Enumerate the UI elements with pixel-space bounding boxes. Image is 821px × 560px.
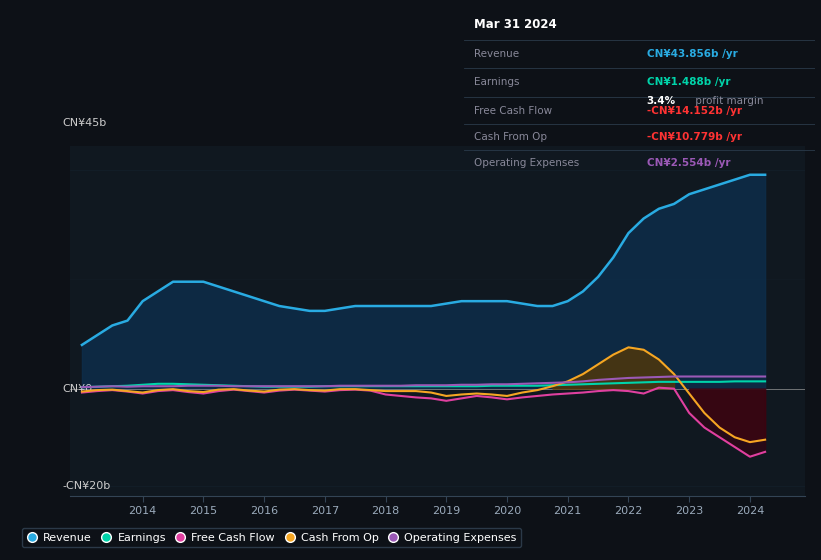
Text: CN¥0: CN¥0: [62, 384, 93, 394]
Text: -CN¥14.152b /yr: -CN¥14.152b /yr: [647, 106, 741, 116]
Legend: Revenue, Earnings, Free Cash Flow, Cash From Op, Operating Expenses: Revenue, Earnings, Free Cash Flow, Cash …: [22, 528, 521, 547]
Text: 3.4%: 3.4%: [647, 96, 676, 106]
Text: -CN¥20b: -CN¥20b: [62, 481, 111, 491]
Text: Operating Expenses: Operating Expenses: [475, 158, 580, 168]
Text: Cash From Op: Cash From Op: [475, 132, 548, 142]
Text: profit margin: profit margin: [692, 96, 764, 106]
Text: CN¥43.856b /yr: CN¥43.856b /yr: [647, 49, 737, 59]
Text: Earnings: Earnings: [475, 77, 520, 87]
Text: CN¥45b: CN¥45b: [62, 118, 107, 128]
Text: CN¥1.488b /yr: CN¥1.488b /yr: [647, 77, 730, 87]
Text: Revenue: Revenue: [475, 49, 520, 59]
Text: Mar 31 2024: Mar 31 2024: [475, 18, 557, 31]
Text: Free Cash Flow: Free Cash Flow: [475, 106, 553, 116]
Text: -CN¥10.779b /yr: -CN¥10.779b /yr: [647, 132, 741, 142]
Text: CN¥2.554b /yr: CN¥2.554b /yr: [647, 158, 730, 168]
